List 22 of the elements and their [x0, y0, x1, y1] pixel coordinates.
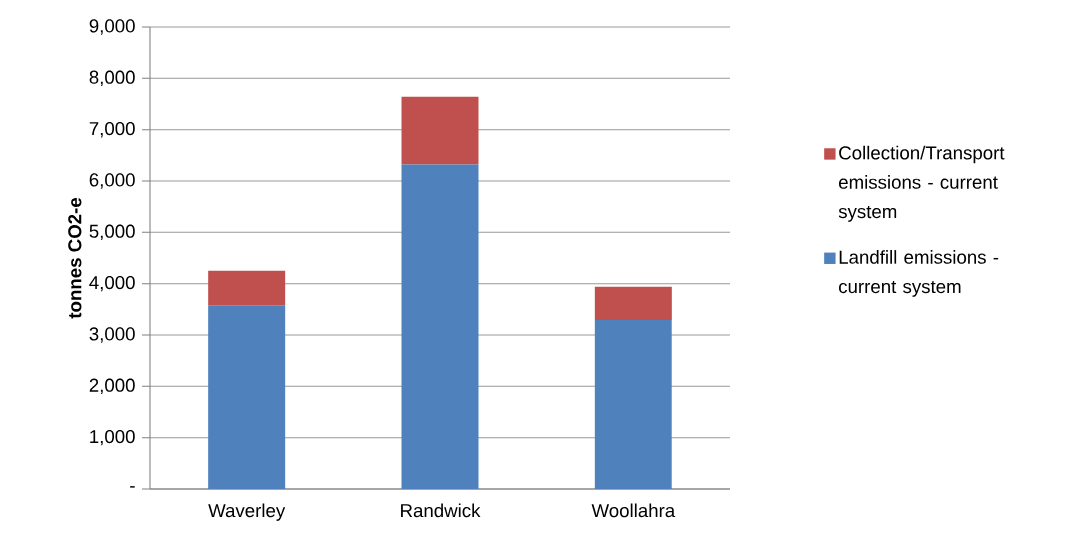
legend-label: Landfill emissions - current system — [839, 250, 999, 297]
bar — [208, 305, 286, 489]
y-tick-label: 3,000 — [89, 327, 135, 343]
x-tick-label: Woollahra — [591, 503, 676, 518]
y-tick-label: 8,000 — [89, 70, 135, 87]
legend-label: Collection/Transport emissions - current system — [838, 145, 1005, 222]
y-tick-label: 6,000 — [89, 173, 135, 189]
y-tick-label: 2,000 — [89, 378, 135, 395]
y-tick-label: 9,000 — [89, 19, 135, 35]
y-axis-title: tonnes CO2-e — [68, 197, 82, 319]
y-tick-label: 5,000 — [89, 224, 135, 241]
y-tick-label: 4,000 — [89, 275, 135, 292]
bar — [594, 286, 672, 321]
bar — [208, 270, 286, 306]
bar — [401, 96, 479, 165]
bar — [401, 164, 479, 489]
x-tick-label: Randwick — [401, 503, 481, 518]
x-tick-label: Waverley — [208, 503, 286, 521]
y-tick-label: 7,000 — [89, 121, 135, 138]
y-tick-label: - — [130, 486, 135, 488]
bar — [594, 320, 672, 489]
y-tick-label: 1,000 — [90, 429, 135, 446]
